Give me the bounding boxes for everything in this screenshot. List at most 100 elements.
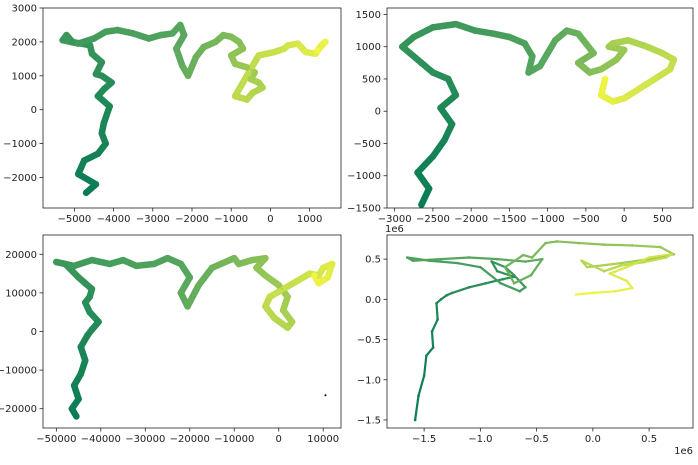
walk-point [609, 98, 616, 105]
walk-point [540, 257, 544, 261]
walk-detail [500, 282, 520, 292]
walk-point [262, 303, 269, 310]
walk-point [106, 103, 113, 110]
x-tick-label: −10000 [214, 434, 254, 445]
walk-detail [609, 273, 627, 282]
walk-point [437, 104, 444, 112]
walk-point [602, 243, 606, 246]
walk-detail [447, 78, 457, 96]
walk-point [150, 260, 158, 268]
walk-point [68, 405, 76, 412]
plot-area [405, 240, 676, 422]
walk-detail [485, 278, 503, 284]
x-tick-label: −2000 [175, 214, 209, 225]
y-tick-label: −10000 [0, 366, 37, 377]
walk-point [102, 140, 109, 147]
walk-detail [420, 188, 430, 206]
walk-detail [91, 259, 110, 265]
walk-point [53, 258, 60, 266]
walk-point [624, 37, 632, 44]
walk-detail [491, 261, 498, 272]
walk-point [184, 303, 191, 310]
walk-point [666, 66, 674, 73]
walk-point [503, 265, 507, 269]
walk-point [495, 257, 499, 261]
walk-point [200, 43, 207, 51]
plot-area [59, 21, 329, 196]
y-tick-label: 0 [375, 107, 381, 118]
walk-point [251, 69, 258, 76]
walk-point [63, 31, 70, 39]
walk-segment [184, 281, 202, 310]
walk-point [271, 314, 278, 322]
walk-point [445, 75, 452, 83]
walk-point [275, 281, 282, 289]
walk-detail [497, 270, 515, 278]
walk-detail [180, 276, 191, 294]
walk-point [82, 280, 89, 287]
walk-point [253, 264, 260, 272]
walk-point [279, 307, 287, 314]
walk-point [439, 298, 443, 301]
y-tick-label: −1000 [3, 139, 37, 150]
walk-detail [592, 290, 616, 294]
walk-detail [469, 257, 498, 260]
walk-point [441, 137, 448, 144]
x-tick-label: −1.0 [468, 434, 492, 445]
walk-point [530, 256, 534, 259]
x-offset-text: 1e6 [674, 446, 693, 457]
x-tick-label: −0.5 [524, 434, 548, 445]
walk-point [119, 256, 127, 264]
walk-detail [627, 39, 648, 48]
walk-detail [455, 23, 476, 32]
walk-detail [513, 274, 532, 284]
x-tick-label: −50000 [36, 434, 76, 445]
y-tick-label: 10000 [5, 288, 37, 299]
walk-detail [436, 303, 439, 320]
walk-detail [626, 257, 650, 268]
plot-area [399, 20, 678, 208]
walk-point [490, 260, 493, 263]
walk-point [608, 272, 612, 275]
x-tick-label: −500 [572, 214, 599, 225]
walk-point [180, 31, 188, 39]
walk-point [418, 201, 425, 208]
x-tick-label: −1000 [214, 214, 248, 225]
walk-point [284, 324, 291, 331]
walk-detail [504, 266, 515, 284]
walk-point [536, 62, 544, 70]
walk-point [157, 31, 164, 39]
walk-point [501, 277, 505, 281]
walk-point [173, 45, 180, 52]
walk-detail [413, 26, 434, 38]
walk-detail [638, 78, 656, 90]
walk-point [651, 75, 658, 83]
walk-point [512, 273, 516, 277]
series-1-walk [59, 21, 329, 196]
walk-point [177, 289, 185, 297]
chart-4: −1.5 −1.0 −0.5 0.0 0.5 −1.5 −1.0 −0.5 0.0 0.5 1e6 1… [357, 224, 694, 457]
walk-point [429, 69, 437, 76]
walk-point [95, 318, 102, 326]
walk-detail [429, 260, 458, 264]
walk-point [575, 30, 582, 38]
chart-2: −3000 −2500 −2000 −1500 −1000 −500 0 500 −1500 −1… [347, 7, 694, 225]
walk-point [243, 96, 251, 103]
walk-point [580, 259, 583, 263]
walk-point [284, 42, 292, 49]
x-tick-label: −3000 [378, 214, 412, 225]
x-tick-label: −40000 [81, 434, 121, 445]
walk-detail [431, 331, 434, 348]
walk-detail [187, 56, 197, 77]
y-tick-label: −0.5 [357, 335, 381, 346]
walk-detail [504, 266, 515, 276]
x-tick-label: −4000 [97, 214, 131, 225]
walk-point [73, 413, 80, 420]
walk-point [288, 318, 296, 326]
walk-detail [620, 261, 644, 267]
walk-detail [480, 266, 501, 284]
y-tick-label: −500 [354, 139, 381, 150]
walk-point [243, 64, 251, 71]
walk-detail [414, 395, 419, 421]
x-tick-label: 0 [621, 214, 627, 225]
